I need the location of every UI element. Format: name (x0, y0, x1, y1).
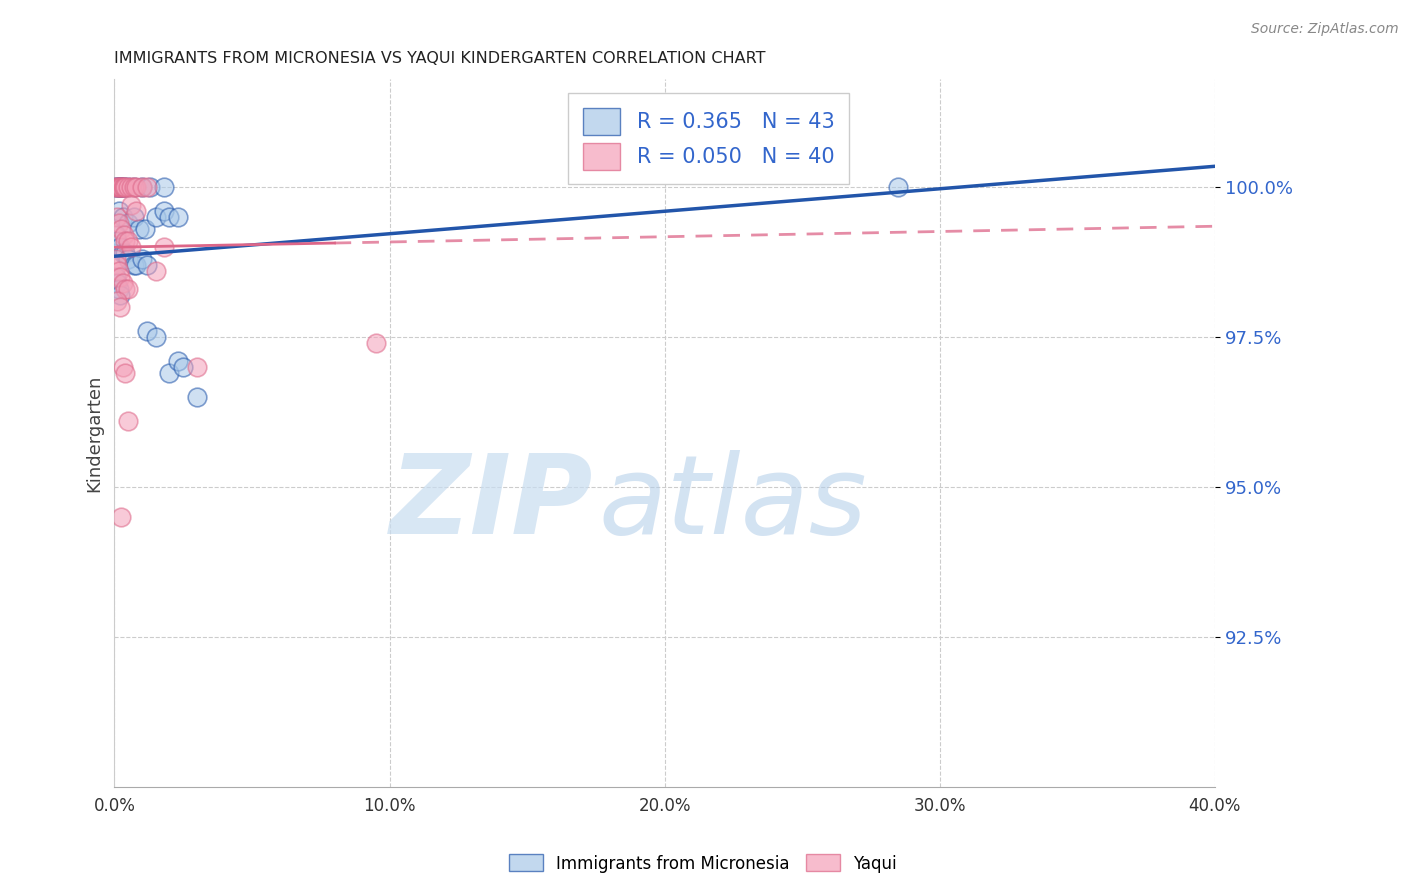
Point (153, 180, 176, 194)
Point (110, 510, 132, 524)
Point (159, 366, 181, 380)
Point (108, 180, 131, 194)
Point (166, 211, 188, 225)
Legend: Immigrants from Micronesia, Yaqui: Immigrants from Micronesia, Yaqui (503, 847, 903, 880)
Text: IMMIGRANTS FROM MICRONESIA VS YAQUI KINDERGARTEN CORRELATION CHART: IMMIGRANTS FROM MICRONESIA VS YAQUI KIND… (114, 51, 766, 66)
Point (104, 228, 127, 243)
Point (104, 252, 127, 267)
Point (136, 258, 159, 272)
Point (105, 211, 128, 225)
Point (110, 180, 132, 194)
Point (172, 360, 194, 375)
Point (112, 228, 135, 243)
Point (111, 180, 134, 194)
Point (131, 252, 153, 267)
Point (159, 211, 181, 225)
Point (117, 216, 139, 230)
Point (111, 180, 134, 194)
Point (105, 294, 128, 309)
Point (107, 180, 129, 194)
Text: atlas: atlas (599, 450, 868, 558)
Point (111, 211, 134, 225)
Point (111, 246, 134, 260)
Point (114, 180, 136, 194)
Point (117, 180, 139, 194)
Point (131, 180, 153, 194)
Point (108, 240, 131, 254)
Point (166, 354, 188, 368)
Point (120, 198, 142, 212)
Point (186, 390, 208, 404)
Point (104, 180, 127, 194)
Point (108, 288, 131, 302)
Point (117, 180, 139, 194)
Point (114, 366, 136, 380)
Point (117, 252, 139, 267)
Point (108, 180, 131, 194)
Point (117, 414, 139, 428)
Y-axis label: Kindergarten: Kindergarten (86, 375, 103, 491)
Point (114, 282, 136, 296)
Point (110, 180, 132, 194)
Point (120, 240, 142, 254)
Point (107, 216, 129, 230)
Point (110, 222, 132, 236)
Point (107, 180, 129, 194)
Point (139, 180, 162, 194)
Point (186, 360, 208, 375)
Point (114, 246, 136, 260)
Point (134, 222, 156, 236)
Point (104, 270, 127, 285)
Point (125, 258, 148, 272)
Point (105, 180, 128, 194)
Point (105, 180, 128, 194)
Point (105, 276, 128, 290)
Point (122, 180, 145, 194)
Point (108, 300, 131, 314)
Point (153, 204, 176, 219)
Point (125, 204, 148, 219)
Point (122, 180, 145, 194)
Point (104, 180, 127, 194)
Point (131, 180, 153, 194)
Point (136, 180, 159, 194)
Point (153, 240, 176, 254)
Point (111, 360, 134, 375)
Point (107, 282, 129, 296)
Point (364, 336, 387, 351)
Point (128, 222, 150, 236)
Point (107, 264, 129, 278)
Point (145, 264, 167, 278)
Point (122, 258, 145, 272)
Point (105, 258, 128, 272)
Point (112, 180, 135, 194)
Text: ZIP: ZIP (389, 450, 593, 558)
Point (145, 330, 167, 344)
Text: Source: ZipAtlas.com: Source: ZipAtlas.com (1251, 22, 1399, 37)
Point (117, 234, 139, 248)
Point (120, 180, 142, 194)
Point (122, 211, 145, 225)
Point (145, 211, 167, 225)
Point (107, 204, 129, 219)
Legend: R = 0.365   N = 43, R = 0.050   N = 40: R = 0.365 N = 43, R = 0.050 N = 40 (568, 94, 849, 185)
Point (887, 180, 910, 194)
Point (108, 270, 131, 285)
Point (112, 180, 135, 194)
Point (111, 276, 134, 290)
Point (136, 324, 159, 338)
Point (125, 180, 148, 194)
Point (114, 234, 136, 248)
Point (105, 234, 128, 248)
Point (117, 282, 139, 296)
